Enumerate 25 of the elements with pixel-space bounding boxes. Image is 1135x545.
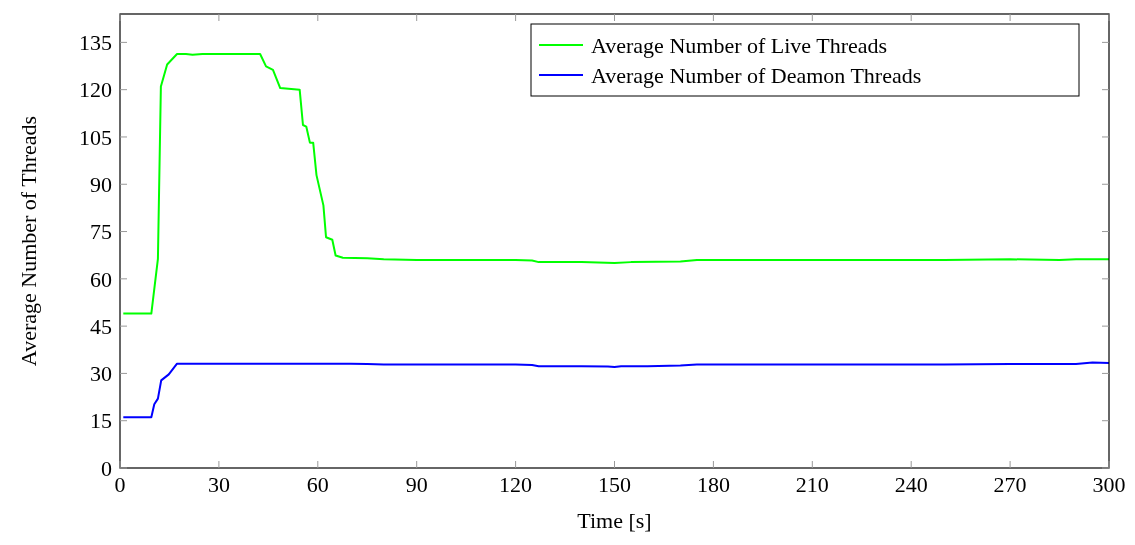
x-tick-label: 150 [598, 472, 631, 497]
x-tick-label: 180 [696, 472, 730, 497]
x-tick-label: 300 [1092, 472, 1126, 497]
y-tick-label: 120 [79, 77, 112, 103]
y-tick-label: 0 [101, 455, 112, 481]
legend-label: Average Number of Deamon Threads [591, 62, 922, 88]
y-tick-label: 45 [90, 313, 112, 339]
x-axis-title: Time [s] [577, 508, 652, 533]
y-tick-label: 30 [90, 361, 112, 387]
x-tick-label: 90 [405, 472, 428, 497]
y-tick-label: 135 [79, 30, 112, 56]
line-series [122, 361, 1110, 419]
y-tick-label: 90 [90, 171, 112, 197]
y-tick-label: 60 [90, 266, 112, 292]
y-tick-label: 105 [79, 124, 112, 150]
y-tick-label: 15 [90, 408, 112, 434]
y-axis-title: Average Number of Threads [16, 115, 41, 367]
legend-label: Average Number of Live Threads [591, 32, 888, 58]
y-tick-label: 75 [90, 219, 112, 245]
x-tick-label: 270 [993, 472, 1027, 497]
x-tick-label: 60 [306, 472, 329, 497]
x-tick-label: 120 [499, 472, 533, 497]
x-tick-label: 210 [795, 472, 829, 497]
x-tick-label: 240 [894, 472, 928, 497]
x-tick-label: 30 [207, 472, 230, 497]
